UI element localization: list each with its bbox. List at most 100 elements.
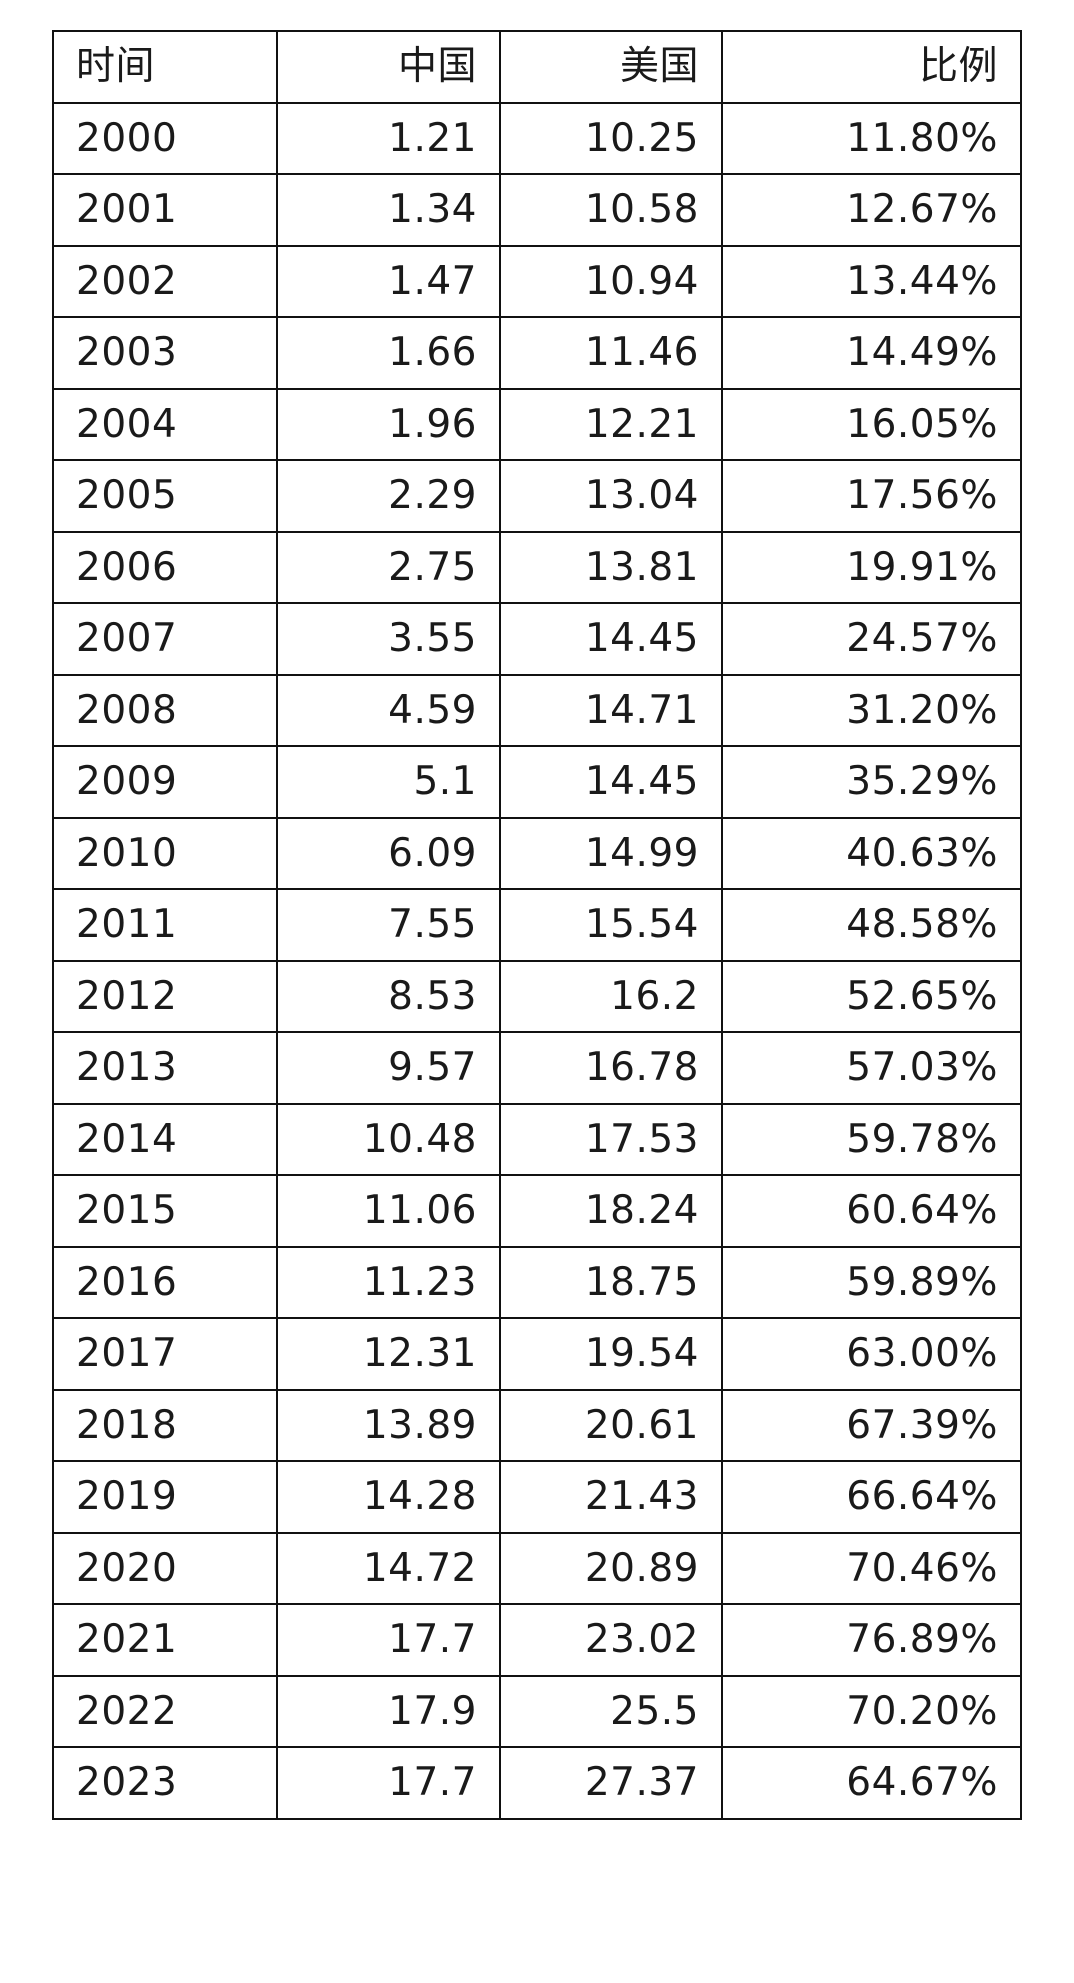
cell-usa: 10.58 bbox=[499, 173, 723, 247]
cell-year: 2021 bbox=[52, 1603, 278, 1677]
table-row: 2002 1.47 10.94 13.44% bbox=[52, 244, 1022, 318]
table-row: 2012 8.53 16.2 52.65% bbox=[52, 959, 1022, 1033]
cell-ratio: 24.57% bbox=[721, 602, 1022, 676]
cell-china: 12.31 bbox=[276, 1317, 501, 1391]
cell-china: 5.1 bbox=[276, 745, 501, 819]
cell-ratio: 76.89% bbox=[721, 1603, 1022, 1677]
cell-usa: 20.61 bbox=[499, 1388, 723, 1462]
cell-usa: 16.2 bbox=[499, 959, 723, 1033]
cell-ratio: 57.03% bbox=[721, 1031, 1022, 1105]
cell-usa: 15.54 bbox=[499, 888, 723, 962]
gdp-comparison-table: 时间 中国 美国 比例 2000 1.21 10.25 11.80% 2001 1.34 1… bbox=[52, 30, 1022, 1820]
cell-usa: 18.24 bbox=[499, 1174, 723, 1248]
table-row: 2017 12.31 19.54 63.00% bbox=[52, 1317, 1022, 1391]
table-row: 2019 14.28 21.43 66.64% bbox=[52, 1460, 1022, 1534]
cell-usa: 20.89 bbox=[499, 1531, 723, 1605]
cell-china: 4.59 bbox=[276, 673, 501, 747]
table-row: 2010 6.09 14.99 40.63% bbox=[52, 816, 1022, 890]
cell-china: 10.48 bbox=[276, 1102, 501, 1176]
cell-usa: 10.25 bbox=[499, 101, 723, 175]
header-china: 中国 bbox=[276, 30, 501, 104]
cell-year: 2009 bbox=[52, 745, 278, 819]
cell-year: 2011 bbox=[52, 888, 278, 962]
cell-ratio: 60.64% bbox=[721, 1174, 1022, 1248]
table-row: 2003 1.66 11.46 14.49% bbox=[52, 316, 1022, 390]
cell-ratio: 19.91% bbox=[721, 530, 1022, 604]
cell-china: 6.09 bbox=[276, 816, 501, 890]
cell-ratio: 31.20% bbox=[721, 673, 1022, 747]
cell-year: 2003 bbox=[52, 316, 278, 390]
cell-ratio: 40.63% bbox=[721, 816, 1022, 890]
cell-usa: 17.53 bbox=[499, 1102, 723, 1176]
cell-ratio: 13.44% bbox=[721, 244, 1022, 318]
cell-ratio: 66.64% bbox=[721, 1460, 1022, 1534]
cell-china: 11.23 bbox=[276, 1245, 501, 1319]
cell-ratio: 11.80% bbox=[721, 101, 1022, 175]
cell-usa: 25.5 bbox=[499, 1674, 723, 1748]
cell-ratio: 70.20% bbox=[721, 1674, 1022, 1748]
cell-year: 2008 bbox=[52, 673, 278, 747]
table-row: 2008 4.59 14.71 31.20% bbox=[52, 673, 1022, 747]
cell-china: 14.72 bbox=[276, 1531, 501, 1605]
table-row: 2005 2.29 13.04 17.56% bbox=[52, 459, 1022, 533]
table-row: 2016 11.23 18.75 59.89% bbox=[52, 1245, 1022, 1319]
cell-china: 2.75 bbox=[276, 530, 501, 604]
cell-china: 1.66 bbox=[276, 316, 501, 390]
cell-china: 14.28 bbox=[276, 1460, 501, 1534]
table-row: 2014 10.48 17.53 59.78% bbox=[52, 1102, 1022, 1176]
cell-year: 2001 bbox=[52, 173, 278, 247]
cell-china: 8.53 bbox=[276, 959, 501, 1033]
cell-year: 2020 bbox=[52, 1531, 278, 1605]
cell-year: 2010 bbox=[52, 816, 278, 890]
header-time: 时间 bbox=[52, 30, 278, 104]
cell-usa: 14.45 bbox=[499, 602, 723, 676]
cell-ratio: 17.56% bbox=[721, 459, 1022, 533]
cell-china: 17.7 bbox=[276, 1746, 501, 1820]
table-row: 2009 5.1 14.45 35.29% bbox=[52, 745, 1022, 819]
cell-china: 2.29 bbox=[276, 459, 501, 533]
cell-year: 2013 bbox=[52, 1031, 278, 1105]
cell-usa: 11.46 bbox=[499, 316, 723, 390]
table-row: 2015 11.06 18.24 60.64% bbox=[52, 1174, 1022, 1248]
cell-year: 2016 bbox=[52, 1245, 278, 1319]
cell-ratio: 48.58% bbox=[721, 888, 1022, 962]
cell-china: 7.55 bbox=[276, 888, 501, 962]
cell-year: 2014 bbox=[52, 1102, 278, 1176]
table-row: 2001 1.34 10.58 12.67% bbox=[52, 173, 1022, 247]
cell-year: 2022 bbox=[52, 1674, 278, 1748]
cell-china: 9.57 bbox=[276, 1031, 501, 1105]
cell-usa: 21.43 bbox=[499, 1460, 723, 1534]
cell-ratio: 35.29% bbox=[721, 745, 1022, 819]
cell-china: 1.96 bbox=[276, 387, 501, 461]
cell-usa: 13.04 bbox=[499, 459, 723, 533]
header-usa: 美国 bbox=[499, 30, 723, 104]
cell-year: 2019 bbox=[52, 1460, 278, 1534]
data-table-container: 时间 中国 美国 比例 2000 1.21 10.25 11.80% 2001 1.34 1… bbox=[52, 30, 1022, 1820]
header-ratio: 比例 bbox=[721, 30, 1022, 104]
cell-year: 2007 bbox=[52, 602, 278, 676]
cell-china: 1.21 bbox=[276, 101, 501, 175]
table-row: 2018 13.89 20.61 67.39% bbox=[52, 1388, 1022, 1462]
table-row: 2000 1.21 10.25 11.80% bbox=[52, 101, 1022, 175]
table-row: 2020 14.72 20.89 70.46% bbox=[52, 1531, 1022, 1605]
cell-year: 2023 bbox=[52, 1746, 278, 1820]
cell-usa: 27.37 bbox=[499, 1746, 723, 1820]
table-body: 2000 1.21 10.25 11.80% 2001 1.34 10.58 12.67% 20… bbox=[52, 101, 1022, 1820]
table-row: 2007 3.55 14.45 24.57% bbox=[52, 602, 1022, 676]
cell-usa: 14.99 bbox=[499, 816, 723, 890]
cell-ratio: 52.65% bbox=[721, 959, 1022, 1033]
cell-year: 2005 bbox=[52, 459, 278, 533]
cell-ratio: 70.46% bbox=[721, 1531, 1022, 1605]
cell-year: 2006 bbox=[52, 530, 278, 604]
cell-year: 2018 bbox=[52, 1388, 278, 1462]
cell-ratio: 12.67% bbox=[721, 173, 1022, 247]
cell-year: 2002 bbox=[52, 244, 278, 318]
cell-ratio: 64.67% bbox=[721, 1746, 1022, 1820]
cell-year: 2015 bbox=[52, 1174, 278, 1248]
cell-usa: 16.78 bbox=[499, 1031, 723, 1105]
table-header-row: 时间 中国 美国 比例 bbox=[52, 30, 1022, 104]
cell-usa: 13.81 bbox=[499, 530, 723, 604]
cell-ratio: 14.49% bbox=[721, 316, 1022, 390]
table-row: 2021 17.7 23.02 76.89% bbox=[52, 1603, 1022, 1677]
cell-ratio: 59.78% bbox=[721, 1102, 1022, 1176]
